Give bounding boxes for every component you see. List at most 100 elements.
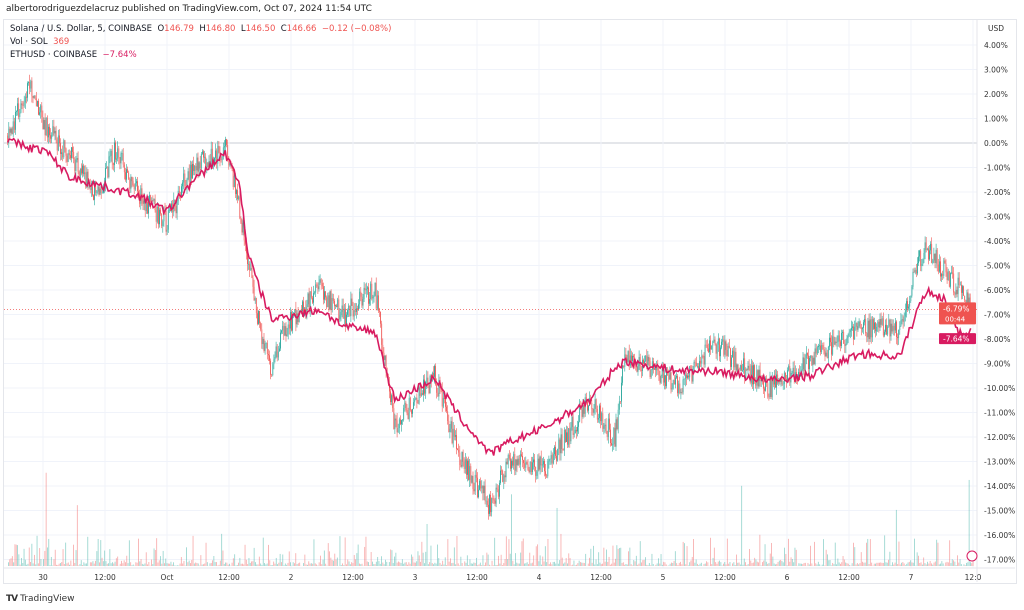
volume-bar [914,538,915,566]
volume-bar [253,547,255,566]
volume-label[interactable]: Vol · SOL [10,37,48,47]
volume-bar [145,552,147,566]
candle-body [726,349,728,356]
volume-bar [197,563,199,566]
x-tick-label: 12:0 [965,573,982,582]
volume-bar [767,563,769,566]
candle-body [804,358,806,372]
candle-body [495,487,497,504]
candle-body [116,158,117,160]
volume-bar [853,542,854,566]
candle-body [597,418,599,420]
volume-bar [901,562,902,566]
candle-body [551,455,553,464]
volume-bar [808,564,810,566]
candle-body [665,375,666,387]
volume-bar [517,563,519,566]
volume-bar [62,549,64,566]
volume-bar [606,549,607,566]
candle-body [684,374,686,380]
volume-bar [398,561,399,566]
candle-body [625,354,627,359]
volume-bar [551,564,553,566]
candle-body [604,424,606,426]
candle-body [491,498,493,513]
candle-body [463,461,465,469]
chart-frame[interactable] [3,19,1017,584]
volume-bar [895,509,897,566]
candle-body [126,169,127,180]
volume-bar [716,563,718,566]
volume-bar [772,556,774,566]
y-tick-label: -14.00% [984,482,1015,491]
volume-bar [890,565,892,566]
candle-body [720,347,721,357]
volume-bar [804,562,806,566]
candle-body [63,140,65,158]
candle-body [204,156,205,158]
volume-bar [339,536,341,566]
volume-bar [685,564,687,566]
volume-bar [927,561,928,566]
candle-body [507,454,509,465]
volume-bar [269,560,271,566]
candle-body [955,289,957,295]
volume-bar [264,563,265,566]
symbol-name[interactable]: Solana / U.S. Dollar, 5, COINBASE [10,24,153,34]
candle-body [500,470,501,483]
candle-body [622,365,623,383]
candle-body [129,178,131,189]
candle-body [406,410,408,414]
volume-bar [955,565,957,566]
volume-bar [769,553,771,566]
candle-body [514,454,516,471]
candle-body [197,157,199,172]
candle-body [397,428,399,433]
candle-body [861,327,863,330]
candle-body [821,345,823,352]
candle-body [498,482,500,497]
volume-bar [867,538,869,566]
candle-body [183,173,185,183]
candle-body [706,344,708,349]
candle-body [921,263,923,266]
high-value: 146.80 [205,24,236,34]
y-tick-label: -2.00% [984,188,1011,197]
candle-body [658,370,660,376]
candle-body [723,339,725,355]
candle-body [944,260,946,264]
volume-bar [776,563,778,566]
candle-body [777,374,779,384]
volume-bar [429,562,431,566]
compare-label[interactable]: ETHUSD · COINBASE [10,50,98,60]
candle-body [914,269,916,273]
candle-body [184,173,186,186]
volume-bar [651,553,653,566]
candle-body [913,271,915,273]
volume-bar [611,563,613,566]
candle-body [902,319,904,322]
candle-body [99,188,101,195]
candle-body [429,375,431,394]
volume-bar [720,562,722,566]
volume-bar [509,553,511,566]
candle-body [394,418,396,430]
volume-bar [260,563,262,566]
volume-bar [700,562,702,566]
candle-body [562,449,564,451]
candle-body [655,368,656,371]
volume-bar [733,562,735,566]
candle-body [945,263,947,273]
volume-bar [325,563,327,566]
candle-body [32,96,34,98]
candle-body [593,408,595,413]
x-tick-label: 12:00 [218,573,240,582]
candle-body [152,199,154,201]
volume-bar [403,563,405,566]
eth-last-value: -7.64% [943,335,970,344]
volume-bar [214,562,216,566]
candle-body [690,366,692,370]
candle-body [531,462,533,473]
volume-bar [366,561,368,566]
